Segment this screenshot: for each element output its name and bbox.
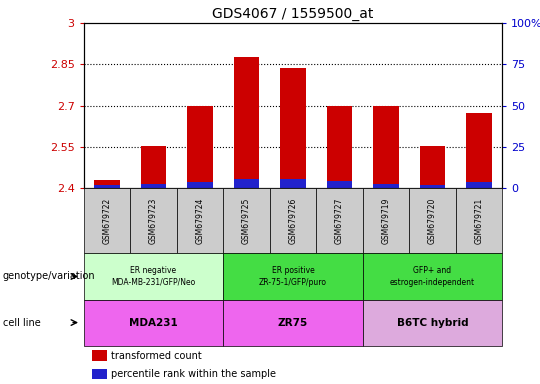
Bar	[373, 184, 399, 188]
Bar	[140, 184, 166, 188]
Text: GSM679727: GSM679727	[335, 198, 344, 244]
Bar	[94, 180, 120, 188]
Text: ER positive
ZR-75-1/GFP/puro: ER positive ZR-75-1/GFP/puro	[259, 266, 327, 287]
Text: percentile rank within the sample: percentile rank within the sample	[111, 369, 276, 379]
Text: ER negative
MDA-MB-231/GFP/Neo: ER negative MDA-MB-231/GFP/Neo	[111, 266, 195, 287]
Bar	[187, 182, 213, 188]
Bar	[223, 300, 363, 346]
Bar	[84, 188, 130, 253]
Text: GSM679720: GSM679720	[428, 198, 437, 244]
Text: genotype/variation: genotype/variation	[3, 271, 96, 281]
Text: GSM679722: GSM679722	[103, 198, 111, 244]
Text: GFP+ and
estrogen-independent: GFP+ and estrogen-independent	[390, 266, 475, 287]
Bar	[269, 188, 316, 253]
Bar	[92, 350, 107, 361]
Bar	[223, 253, 363, 300]
Bar	[140, 146, 166, 188]
Bar	[466, 182, 492, 188]
Bar	[363, 300, 502, 346]
Bar	[84, 300, 223, 346]
Bar	[234, 58, 259, 188]
Title: GDS4067 / 1559500_at: GDS4067 / 1559500_at	[212, 7, 374, 21]
Text: cell line: cell line	[3, 318, 40, 328]
Bar	[94, 185, 120, 188]
Bar	[234, 179, 259, 188]
Bar	[177, 188, 223, 253]
Bar	[456, 188, 502, 253]
Bar	[363, 188, 409, 253]
Text: B6TC hybrid: B6TC hybrid	[397, 318, 468, 328]
Bar	[316, 188, 363, 253]
Text: GSM679724: GSM679724	[195, 198, 205, 244]
Bar	[409, 188, 456, 253]
Bar	[363, 253, 502, 300]
Bar	[420, 146, 446, 188]
Bar	[420, 185, 446, 188]
Bar	[373, 106, 399, 188]
Bar	[280, 179, 306, 188]
Bar	[327, 106, 352, 188]
Text: GSM679725: GSM679725	[242, 198, 251, 244]
Bar	[466, 113, 492, 188]
Text: transformed count: transformed count	[111, 351, 201, 361]
Text: GSM679723: GSM679723	[149, 198, 158, 244]
Bar	[327, 181, 352, 188]
Text: GSM679721: GSM679721	[475, 198, 483, 244]
Bar	[130, 188, 177, 253]
Text: GSM679719: GSM679719	[381, 198, 390, 244]
Bar	[280, 68, 306, 188]
Bar	[223, 188, 269, 253]
Text: ZR75: ZR75	[278, 318, 308, 328]
Text: GSM679726: GSM679726	[288, 198, 298, 244]
Text: MDA231: MDA231	[129, 318, 178, 328]
Bar	[92, 369, 107, 379]
Bar	[84, 253, 223, 300]
Bar	[187, 106, 213, 188]
